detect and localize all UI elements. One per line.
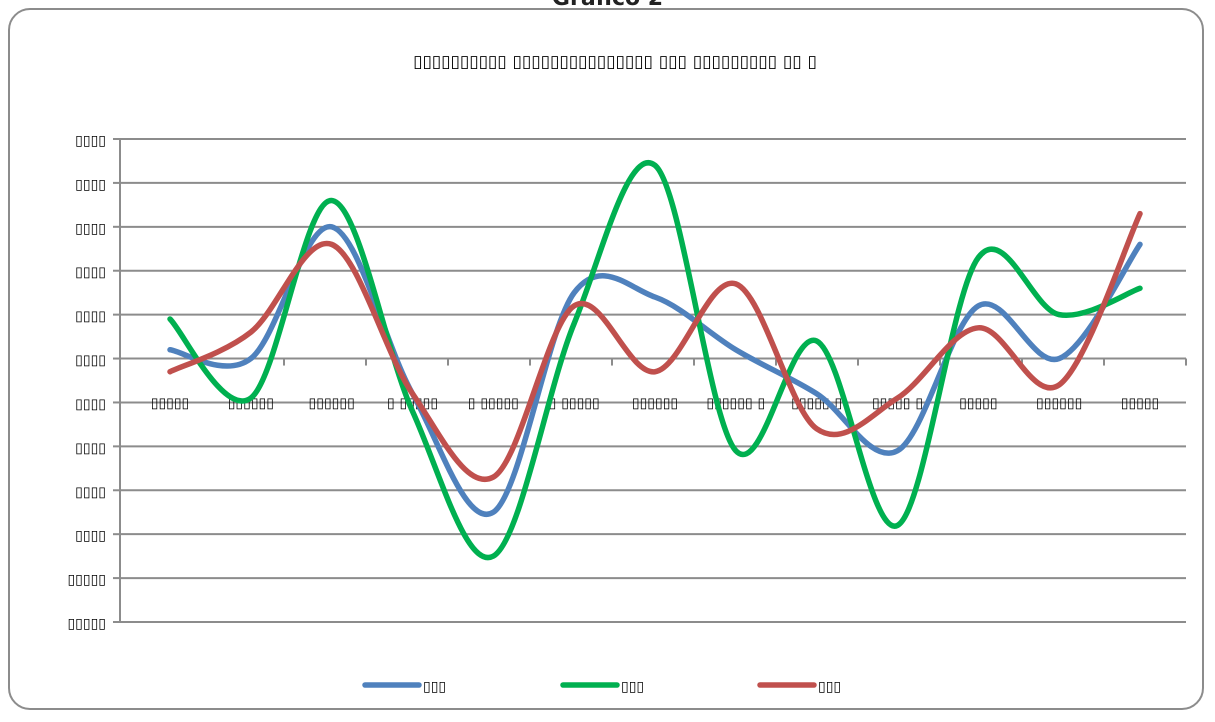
legend-item-2: ▯▯▯ bbox=[560, 679, 644, 695]
x-tick-label: ▯▯▯▯▯▯ bbox=[309, 396, 355, 412]
y-tick-label: ▯▯▯▯▯ bbox=[67, 572, 106, 588]
series-lines bbox=[167, 160, 1143, 561]
x-tick-labels: ▯▯▯▯▯ ▯▯▯▯▯▯ ▯▯▯▯▯▯ ▯ ▯▯▯▯▯ ▯ ▯▯▯▯▯ ▯ ▯▯▯▯▯ ▯▯… bbox=[151, 396, 1160, 412]
y-tick-label: ▯▯▯▯ bbox=[75, 177, 106, 193]
y-tick-label: ▯▯▯▯ bbox=[75, 221, 106, 237]
legend-label: ▯▯▯ bbox=[818, 679, 841, 695]
y-tick-label: ▯▯▯▯ bbox=[75, 484, 106, 500]
y-tick-label: ▯▯▯▯ bbox=[75, 528, 106, 544]
gridlines bbox=[113, 138, 1186, 623]
x-tick-label: ▯▯▯▯▯ bbox=[151, 396, 190, 412]
legend-label: ▯▯▯ bbox=[621, 679, 644, 695]
legend-item-1: ▯▯▯ bbox=[362, 679, 446, 695]
y-tick-label: ▯▯▯▯ bbox=[75, 309, 106, 325]
y-tick-label: ▯▯▯▯▯ bbox=[67, 616, 106, 632]
legend-item-3: ▯▯▯ bbox=[757, 679, 841, 695]
series-line-1 bbox=[167, 224, 1143, 518]
x-tick-label: ▯▯▯▯▯▯ bbox=[632, 396, 678, 412]
axes bbox=[119, 139, 1187, 622]
chart-title: ▯▯▯▯▯▯▯▯▯▯ ▯▯▯▯▯▯▯▯▯▯▯▯▯▯▯ ▯▯▯ ▯▯▯▯▯▯▯▯▯… bbox=[413, 52, 817, 72]
x-tick-label: ▯ ▯▯▯▯▯ bbox=[549, 396, 600, 412]
series-line-2 bbox=[167, 160, 1143, 561]
x-tick-label: ▯ ▯▯▯▯▯ bbox=[387, 396, 438, 412]
y-tick-label: ▯▯▯▯ bbox=[75, 353, 106, 369]
series-line-3 bbox=[167, 210, 1143, 483]
x-tick-label: ▯▯▯▯▯ bbox=[959, 396, 998, 412]
x-tick-label: ▯▯▯▯▯▯ bbox=[1036, 396, 1082, 412]
y-tick-label: ▯▯▯▯ bbox=[75, 265, 106, 281]
chart-heading: Grafico 2 bbox=[0, 0, 1215, 11]
legend: ▯▯▯ ▯▯▯ ▯▯▯ bbox=[362, 679, 841, 695]
legend-label: ▯▯▯ bbox=[423, 679, 446, 695]
y-tick-labels: ▯▯▯▯▯▯▯▯▯▯▯▯▯▯▯▯▯▯▯▯▯▯▯▯▯▯▯▯▯▯▯▯▯▯▯▯▯▯▯▯… bbox=[67, 133, 106, 632]
y-tick-label: ▯▯▯▯ bbox=[75, 133, 106, 149]
x-tick-label: ▯▯▯▯▯ bbox=[1121, 396, 1160, 412]
x-tick-label: ▯ ▯▯▯▯▯ bbox=[468, 396, 519, 412]
y-tick-label: ▯▯▯▯ bbox=[75, 396, 106, 412]
y-tick-label: ▯▯▯▯ bbox=[75, 440, 106, 456]
